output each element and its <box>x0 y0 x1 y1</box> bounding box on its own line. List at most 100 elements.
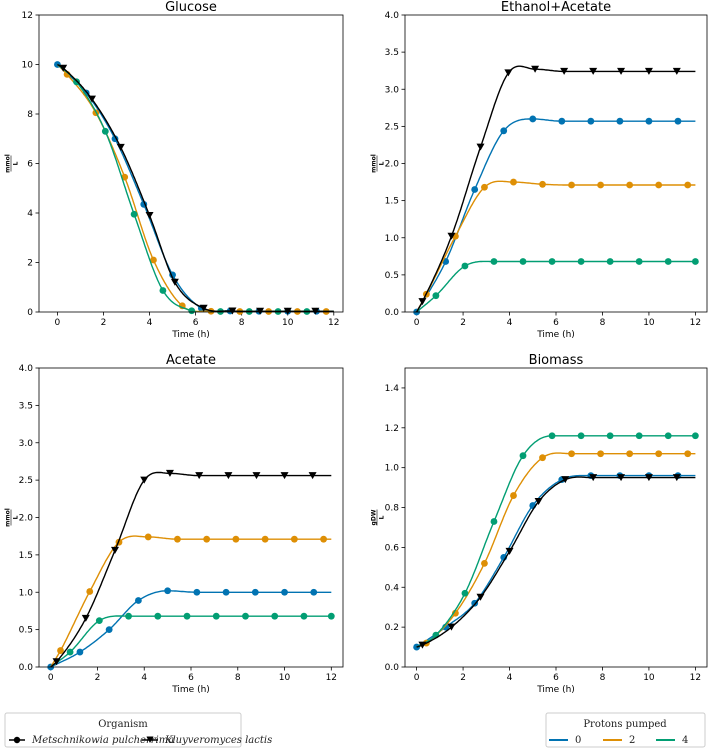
data-point <box>281 588 288 596</box>
chart-title: Acetate <box>166 353 216 368</box>
data-point <box>674 117 682 125</box>
data-point <box>165 469 174 477</box>
data-point <box>164 587 172 595</box>
data-point <box>626 181 634 189</box>
x-axis-label: Time (h) <box>536 330 575 340</box>
data-point <box>242 612 249 620</box>
y-tick-label: 1.5 <box>385 197 399 207</box>
x-tick-label: 6 <box>553 318 559 328</box>
data-point <box>86 588 94 595</box>
y-tick-label: 1.0 <box>385 234 400 244</box>
y-axis-label: mmol L <box>5 508 20 527</box>
data-point <box>116 143 125 151</box>
x-tick-label: 10 <box>643 318 655 328</box>
y-tick-label: 3.5 <box>385 48 399 58</box>
data-point <box>111 546 119 554</box>
x-tick-label: 10 <box>643 673 655 683</box>
y-tick-label: 1.5 <box>19 551 33 561</box>
y-tick-label: 1.0 <box>19 588 34 598</box>
data-point <box>300 612 308 620</box>
data-point <box>159 287 167 294</box>
data-point <box>505 547 514 555</box>
data-point <box>418 641 427 649</box>
x-tick-label: 2 <box>460 318 466 328</box>
series-line <box>56 63 334 312</box>
y-tick-label: 0.0 <box>385 308 400 318</box>
y-tick-label: 3.0 <box>19 439 34 449</box>
data-point <box>150 256 157 264</box>
data-point <box>531 65 540 73</box>
series-line <box>416 260 696 312</box>
circle-marker-icon <box>13 736 21 744</box>
data-point <box>105 626 113 634</box>
data-point <box>500 127 508 135</box>
y-label-numerator: mmol <box>5 508 12 527</box>
data-point <box>193 588 201 596</box>
legend-protons-item: 4 <box>682 735 688 746</box>
x-axis-label: Time (h) <box>171 685 210 695</box>
y-tick-label: 0.8 <box>385 504 400 514</box>
data-point <box>626 450 634 458</box>
series-line <box>50 615 332 667</box>
data-point <box>310 588 318 596</box>
legend-organism: Organism Metschnikowia pulcherrima Kluyv… <box>4 712 272 748</box>
data-point <box>432 292 440 300</box>
data-point <box>447 623 456 631</box>
data-point <box>561 476 570 484</box>
data-point <box>476 143 485 151</box>
data-point <box>655 450 663 458</box>
data-point <box>606 258 614 265</box>
y-tick-label: 2.0 <box>19 514 34 524</box>
x-tick-label: 4 <box>141 673 147 683</box>
series-line <box>416 452 696 648</box>
x-tick-label: 2 <box>460 673 466 683</box>
data-point <box>568 450 575 458</box>
data-point <box>134 597 142 604</box>
axes-frame <box>38 14 344 313</box>
data-point <box>101 127 109 135</box>
x-tick-label: 0 <box>48 673 54 683</box>
y-tick-label: 4 <box>27 209 33 219</box>
data-point <box>228 307 237 315</box>
y-label-denominator: L <box>13 161 20 165</box>
data-point <box>664 258 672 265</box>
data-point <box>481 559 488 567</box>
data-point <box>130 210 138 218</box>
axes-frame <box>404 14 708 313</box>
data-point <box>568 181 575 189</box>
series-line <box>57 63 334 312</box>
y-tick-label: 0.4 <box>385 583 400 593</box>
data-point <box>222 588 230 596</box>
legend-organism-item: Kluyveromyces lactis <box>164 735 272 746</box>
series-line <box>56 64 334 312</box>
x-tick-label: 6 <box>553 673 559 683</box>
x-tick-label: 10 <box>279 673 291 683</box>
data-point <box>283 307 292 315</box>
data-point <box>504 69 513 77</box>
data-point <box>471 186 479 193</box>
data-point <box>461 262 469 270</box>
data-point <box>617 474 626 482</box>
series-line <box>416 435 696 648</box>
y-tick-label: 0.2 <box>385 623 399 633</box>
y-tick-label: 4.0 <box>19 364 34 374</box>
data-point <box>308 472 317 480</box>
data-point <box>256 307 265 315</box>
data-point <box>280 472 289 480</box>
series-line <box>56 63 334 312</box>
y-tick-label: 0 <box>27 308 33 318</box>
x-tick-label: 0 <box>414 318 420 328</box>
data-point <box>635 432 643 440</box>
y-axis-label: gDW L <box>371 509 386 526</box>
legend-protons-item: 2 <box>629 735 635 746</box>
data-point <box>490 518 498 525</box>
data-point <box>311 307 320 315</box>
x-tick-label: 2 <box>101 318 107 328</box>
data-point <box>644 474 653 482</box>
data-point <box>539 454 546 462</box>
y-label-denominator: L <box>379 161 386 165</box>
x-tick-label: 12 <box>328 318 339 328</box>
data-point <box>597 181 605 189</box>
data-point <box>418 298 427 306</box>
